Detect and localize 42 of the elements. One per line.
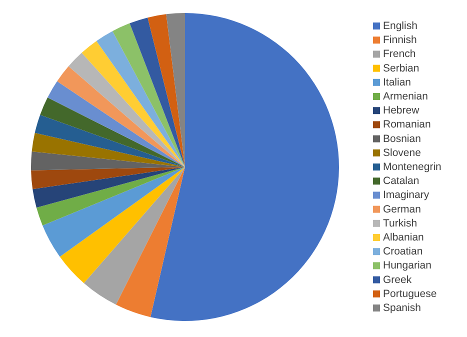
- legend-label: German: [383, 203, 422, 216]
- pie-slice: [150, 13, 339, 321]
- pie-slice: [36, 167, 185, 226]
- legend-label: Spanish: [383, 302, 422, 314]
- pie-slice: [112, 23, 185, 167]
- legend-label: English: [383, 20, 418, 32]
- pie-slice: [40, 98, 185, 167]
- legend-label: Italian: [383, 76, 412, 88]
- legend-label: Hebrew: [383, 104, 420, 117]
- pie-slice: [48, 81, 185, 167]
- legend-label: Croatian: [383, 246, 423, 258]
- pie-slice: [130, 18, 185, 167]
- pie-slice: [32, 167, 185, 208]
- pie-slice: [68, 52, 185, 167]
- pie-slice: [166, 13, 185, 167]
- legend-label: Greek: [383, 274, 412, 286]
- legend-label: Finnish: [383, 34, 418, 46]
- pie-slice: [31, 152, 185, 170]
- pie-slice: [82, 41, 185, 167]
- pie-slice: [34, 114, 185, 167]
- pie-slice: [42, 167, 185, 257]
- legend-label: Serbian: [383, 62, 420, 74]
- pie-slice: [60, 167, 185, 284]
- legend-label: Slovene: [383, 146, 422, 159]
- legend-label: Catalan: [383, 175, 420, 188]
- legend-label: Hungarian: [383, 260, 432, 272]
- legend-label: Albanian: [383, 232, 424, 244]
- legend-label: French: [383, 48, 416, 60]
- legend-label: Montenegrin: [383, 161, 442, 173]
- legend-label: Imaginary: [383, 189, 430, 202]
- pie-slice: [57, 66, 185, 167]
- legend-label: Portuguese: [383, 288, 437, 300]
- pie-slice: [96, 31, 185, 167]
- pie-slice: [148, 14, 185, 167]
- legend-label: Armenian: [383, 90, 428, 102]
- legend-label: Romanian: [383, 118, 432, 131]
- legend-label: Bosnian: [383, 132, 422, 145]
- pie-slice: [32, 132, 185, 167]
- pie-slice: [116, 167, 185, 318]
- pie-slice: [31, 167, 185, 190]
- pie-slice: [84, 167, 185, 305]
- legend-label: Turkish: [383, 217, 418, 230]
